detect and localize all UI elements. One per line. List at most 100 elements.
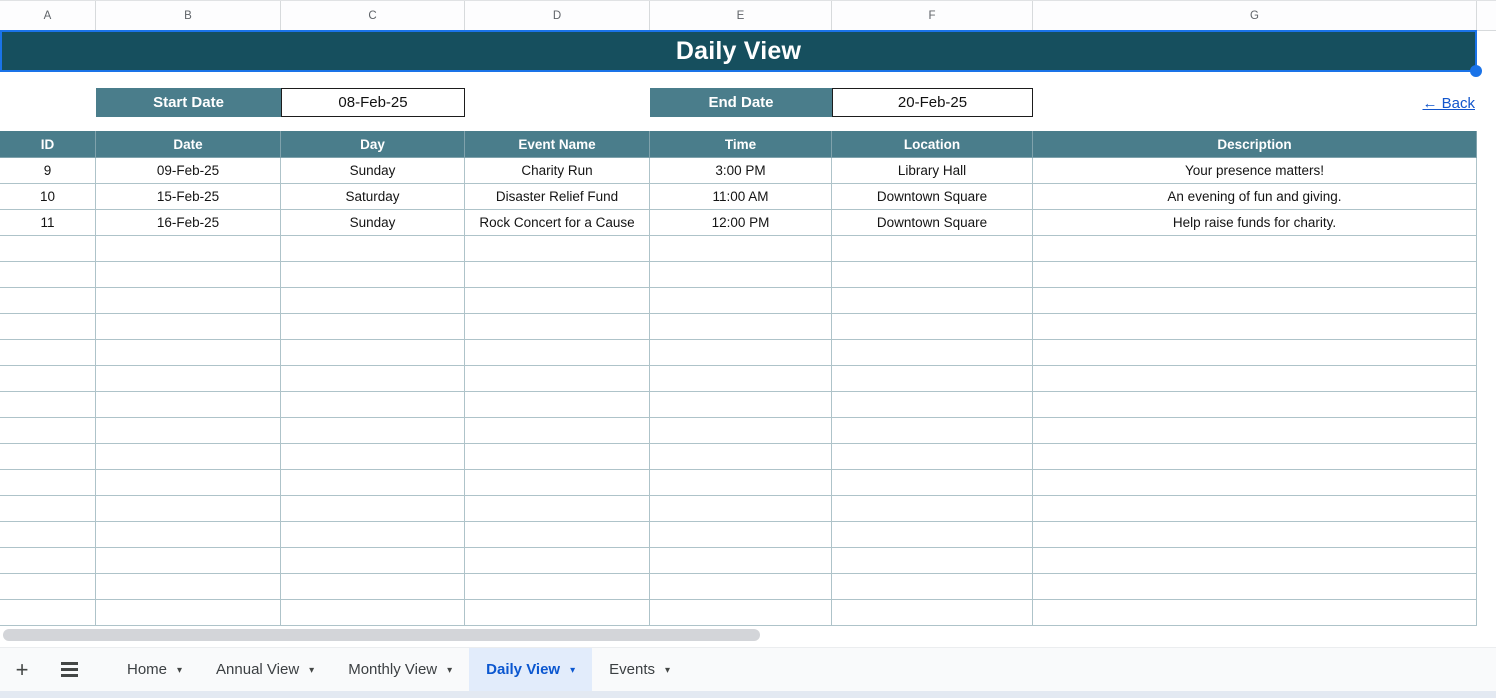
empty-cell[interactable]: [281, 574, 465, 600]
empty-cell[interactable]: [1033, 574, 1477, 600]
empty-cell[interactable]: [96, 600, 281, 626]
empty-cell[interactable]: [832, 522, 1033, 548]
empty-cell[interactable]: [0, 496, 96, 522]
empty-cell[interactable]: [465, 444, 650, 470]
empty-cell[interactable]: [832, 574, 1033, 600]
empty-cell[interactable]: [96, 496, 281, 522]
empty-cell[interactable]: [281, 418, 465, 444]
all-sheets-button[interactable]: [52, 648, 86, 691]
empty-cell[interactable]: [1033, 600, 1477, 626]
table-header-cell[interactable]: Day: [281, 131, 465, 158]
table-cell[interactable]: 3:00 PM: [650, 158, 832, 184]
empty-cell[interactable]: [96, 444, 281, 470]
empty-cell[interactable]: [281, 392, 465, 418]
empty-cell[interactable]: [650, 444, 832, 470]
column-header-D[interactable]: D: [465, 1, 650, 31]
empty-cell[interactable]: [465, 392, 650, 418]
empty-cell[interactable]: [832, 314, 1033, 340]
table-cell[interactable]: Your presence matters!: [1033, 158, 1477, 184]
empty-cell[interactable]: [0, 522, 96, 548]
empty-cell[interactable]: [96, 418, 281, 444]
empty-cell[interactable]: [465, 314, 650, 340]
table-cell[interactable]: Sunday: [281, 158, 465, 184]
table-cell[interactable]: Help raise funds for charity.: [1033, 210, 1477, 236]
end-date-value[interactable]: 20-Feb-25: [832, 88, 1033, 117]
empty-cell[interactable]: [1033, 444, 1477, 470]
chevron-down-icon[interactable]: ▾: [309, 665, 315, 676]
empty-cell[interactable]: [1033, 288, 1477, 314]
chevron-down-icon[interactable]: ▾: [570, 665, 576, 676]
empty-cell[interactable]: [1033, 340, 1477, 366]
empty-cell[interactable]: [0, 314, 96, 340]
empty-cell[interactable]: [281, 236, 465, 262]
empty-cell[interactable]: [832, 392, 1033, 418]
empty-cell[interactable]: [1033, 236, 1477, 262]
empty-cell[interactable]: [0, 600, 96, 626]
table-cell[interactable]: Disaster Relief Fund: [465, 184, 650, 210]
empty-cell[interactable]: [1033, 314, 1477, 340]
empty-cell[interactable]: [0, 262, 96, 288]
table-header-cell[interactable]: Date: [96, 131, 281, 158]
empty-cell[interactable]: [1033, 548, 1477, 574]
chevron-down-icon[interactable]: ▾: [177, 665, 183, 676]
empty-cell[interactable]: [465, 496, 650, 522]
empty-cell[interactable]: [281, 496, 465, 522]
start-date-value[interactable]: 08-Feb-25: [281, 88, 465, 117]
empty-cell[interactable]: [650, 340, 832, 366]
table-header-cell[interactable]: Location: [832, 131, 1033, 158]
empty-cell[interactable]: [96, 262, 281, 288]
table-cell[interactable]: Downtown Square: [832, 210, 1033, 236]
empty-cell[interactable]: [465, 340, 650, 366]
column-header-E[interactable]: E: [650, 1, 832, 31]
chevron-down-icon[interactable]: ▾: [665, 665, 671, 676]
sheet-tab-annual-view[interactable]: Annual View ▾: [199, 648, 331, 691]
empty-cell[interactable]: [0, 288, 96, 314]
column-header-C[interactable]: C: [281, 1, 465, 31]
empty-cell[interactable]: [281, 262, 465, 288]
empty-cell[interactable]: [465, 548, 650, 574]
empty-cell[interactable]: [1033, 522, 1477, 548]
column-header-G[interactable]: G: [1033, 1, 1477, 31]
sheet-tab-monthly-view[interactable]: Monthly View ▾: [331, 648, 469, 691]
table-header-cell[interactable]: Time: [650, 131, 832, 158]
empty-cell[interactable]: [832, 340, 1033, 366]
chevron-down-icon[interactable]: ▾: [447, 665, 453, 676]
empty-cell[interactable]: [650, 314, 832, 340]
empty-cell[interactable]: [96, 366, 281, 392]
empty-cell[interactable]: [1033, 496, 1477, 522]
empty-cell[interactable]: [96, 236, 281, 262]
empty-cell[interactable]: [0, 548, 96, 574]
empty-cell[interactable]: [96, 574, 281, 600]
table-cell[interactable]: 12:00 PM: [650, 210, 832, 236]
empty-cell[interactable]: [281, 548, 465, 574]
empty-cell[interactable]: [96, 522, 281, 548]
table-cell[interactable]: 11: [0, 210, 96, 236]
empty-cell[interactable]: [832, 366, 1033, 392]
empty-cell[interactable]: [832, 600, 1033, 626]
empty-cell[interactable]: [0, 470, 96, 496]
table-cell[interactable]: An evening of fun and giving.: [1033, 184, 1477, 210]
empty-cell[interactable]: [281, 600, 465, 626]
empty-cell[interactable]: [0, 340, 96, 366]
table-cell[interactable]: 09-Feb-25: [96, 158, 281, 184]
empty-cell[interactable]: [465, 262, 650, 288]
empty-cell[interactable]: [281, 288, 465, 314]
table-cell[interactable]: Rock Concert for a Cause: [465, 210, 650, 236]
empty-cell[interactable]: [650, 548, 832, 574]
table-cell[interactable]: Library Hall: [832, 158, 1033, 184]
empty-cell[interactable]: [281, 444, 465, 470]
empty-cell[interactable]: [465, 366, 650, 392]
empty-cell[interactable]: [832, 470, 1033, 496]
empty-cell[interactable]: [832, 496, 1033, 522]
table-cell[interactable]: 16-Feb-25: [96, 210, 281, 236]
empty-cell[interactable]: [0, 366, 96, 392]
empty-cell[interactable]: [0, 392, 96, 418]
empty-cell[interactable]: [465, 574, 650, 600]
empty-cell[interactable]: [96, 314, 281, 340]
empty-cell[interactable]: [465, 522, 650, 548]
table-cell[interactable]: 11:00 AM: [650, 184, 832, 210]
empty-cell[interactable]: [281, 522, 465, 548]
empty-cell[interactable]: [281, 340, 465, 366]
empty-cell[interactable]: [832, 236, 1033, 262]
empty-cell[interactable]: [465, 418, 650, 444]
